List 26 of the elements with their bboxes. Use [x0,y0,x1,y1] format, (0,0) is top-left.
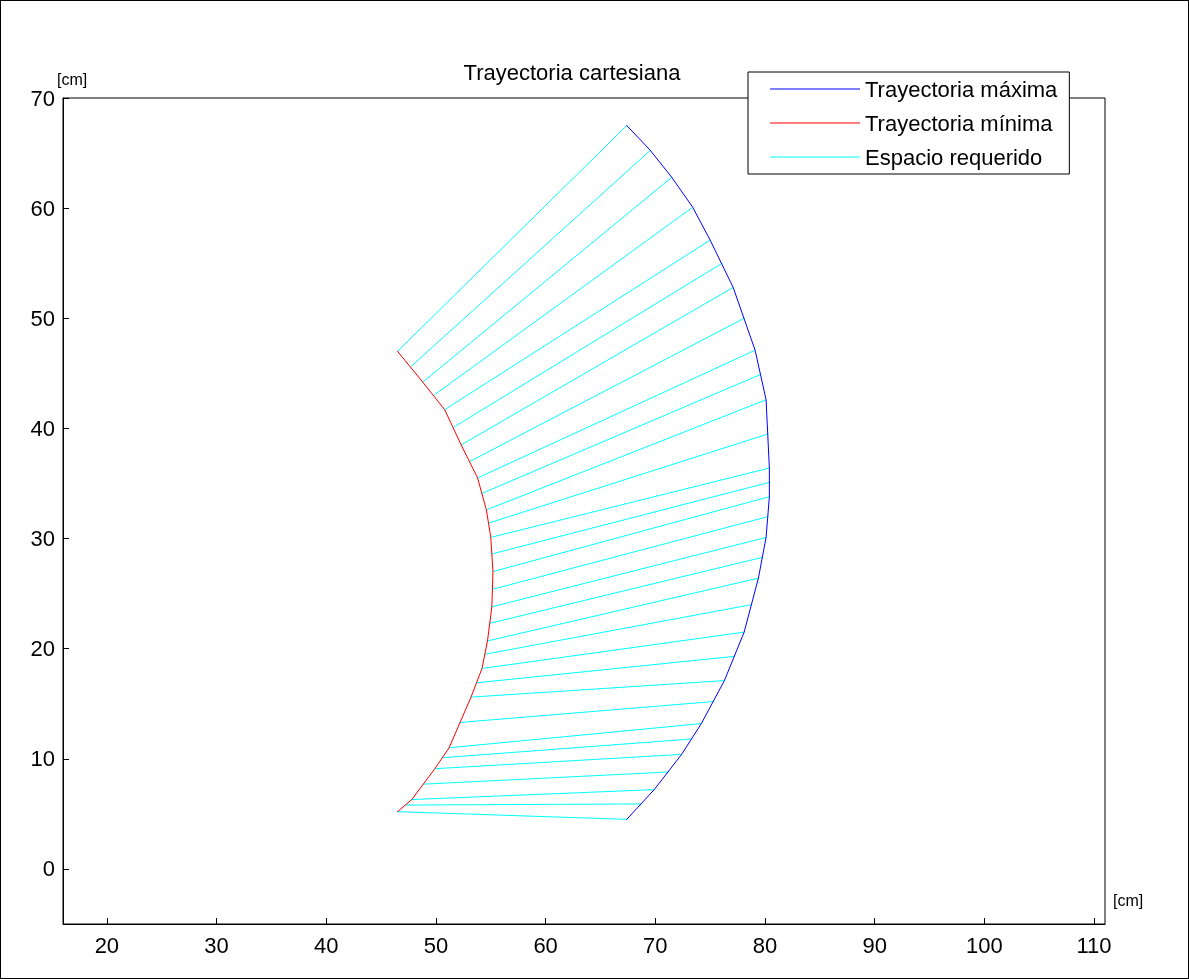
y-tick-label: 10 [30,746,55,772]
x-tick-label: 70 [643,932,668,958]
y-tick-label: 0 [42,856,55,882]
x-tick-label: 80 [752,932,778,958]
x-axis-title: [cm] [1113,891,1144,909]
legend-label: Trayectoria máxima [865,76,1059,102]
y-tick-label: 60 [30,195,55,221]
y-tick-label: 20 [30,636,55,662]
y-tick-label: 40 [30,415,55,441]
line-series [397,350,494,813]
y-tick-label: 30 [30,526,55,552]
x-tick-label: 20 [94,932,120,958]
x-tick-label: 100 [965,932,1003,958]
x-tick-label: 30 [204,932,229,958]
x-tick-label: 90 [862,932,887,958]
y-tick-label: 50 [30,305,55,331]
line-series [626,125,770,820]
chart-title: Trayectoria cartesiana [463,59,682,85]
x-tick-label: 110 [1076,932,1112,958]
legend-label: Trayectoria mínima [865,110,1054,136]
y-axis-title: [cm] [57,70,88,88]
x-tick-label: 40 [314,932,339,958]
x-tick-label: 60 [533,932,558,958]
x-tick-label: 50 [423,932,449,958]
y-tick-label: 70 [30,85,55,111]
legend-label: Espacio requerido [865,144,1043,170]
